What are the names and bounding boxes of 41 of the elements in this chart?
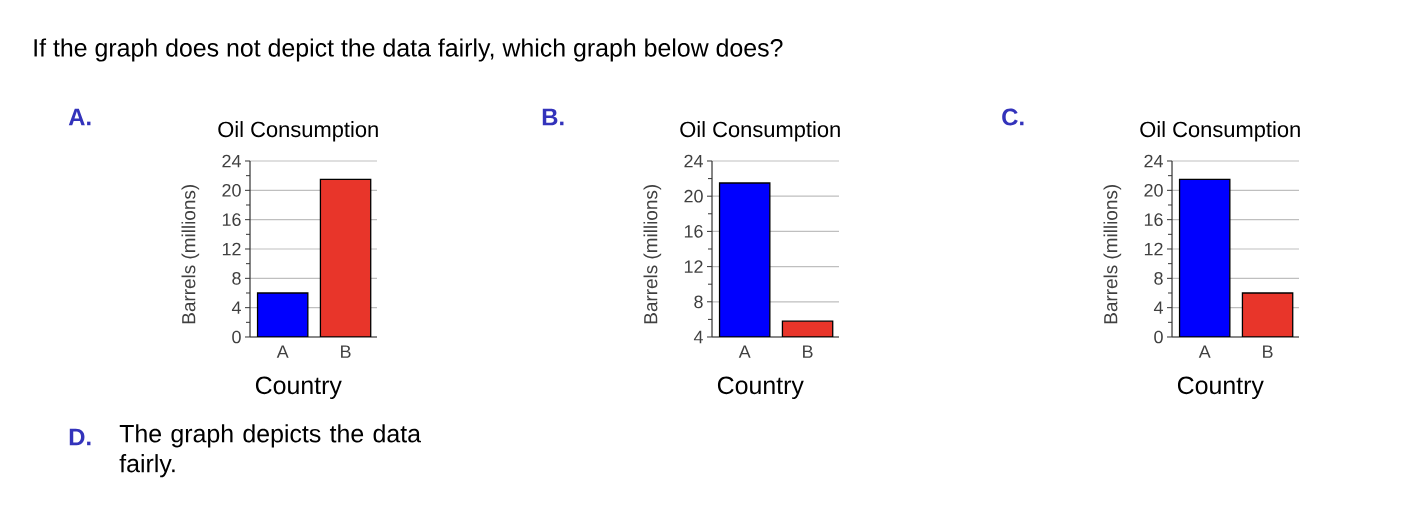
y-tick-label: 16: [222, 213, 241, 227]
y-axis-title: Barrels (millions): [643, 185, 662, 324]
y-tick-label: 4: [1153, 301, 1163, 314]
y-tick-label: 24: [222, 154, 241, 168]
x-tick-label: B: [1263, 345, 1273, 358]
x-tick-label: B: [803, 345, 813, 358]
x-tick-label: B: [341, 345, 351, 358]
x-axis-title: Country: [1177, 376, 1264, 400]
y-tick-label: 12: [222, 242, 241, 256]
y-tick-label: 0: [1154, 330, 1163, 344]
y-tick-label: 12: [1144, 242, 1163, 256]
text: C.: [1002, 108, 1024, 126]
y-tick-label: 4: [231, 301, 241, 314]
y-tick-label: 20: [222, 183, 241, 197]
chart-title: Oil Consumption: [680, 121, 840, 142]
y-tick-label: 16: [1144, 213, 1163, 227]
y-tick-label: 8: [232, 271, 241, 285]
x-axis-title: Country: [255, 376, 342, 400]
text: D.: [69, 428, 91, 446]
y-tick-label: 20: [1144, 183, 1163, 197]
y-tick-label: 24: [1144, 154, 1163, 168]
y-axis-title: Barrels (millions): [181, 185, 200, 324]
x-axis-title: Country: [717, 376, 804, 400]
y-tick-label: 4: [693, 330, 703, 344]
y-tick-label: 8: [1154, 271, 1163, 285]
y-axis-title: Barrels (millions): [1103, 185, 1122, 324]
y-tick-label: 8: [694, 295, 703, 309]
y-tick-label: 12: [684, 260, 703, 273]
chart-title: Oil Consumption: [218, 121, 378, 142]
text: B.: [542, 108, 564, 126]
y-tick-label: 24: [684, 154, 703, 168]
y-tick-label: 20: [684, 189, 703, 203]
text: The graph depicts the data fairly.: [119, 424, 422, 478]
text: A.: [68, 108, 91, 126]
text: If the graph does not depict the data fairly, which graph below does?: [34, 38, 783, 62]
chart-title: Oil Consumption: [1140, 121, 1300, 142]
x-tick-label: A: [1198, 345, 1211, 358]
y-tick-label: 16: [684, 225, 703, 238]
y-tick-label: 0: [232, 330, 241, 344]
x-tick-label: A: [738, 345, 751, 358]
x-tick-label: A: [276, 345, 289, 358]
